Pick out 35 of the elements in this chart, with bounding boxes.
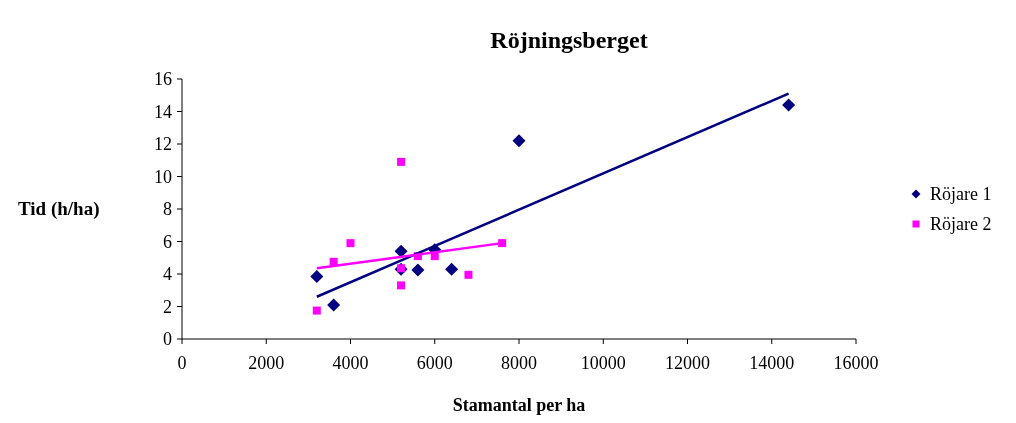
y-tick-label: 0 [163,329,172,350]
chart-title: Röjningsberget [490,27,648,53]
x-tick-label: 4000 [332,353,369,373]
x-tick-label: 14000 [749,353,795,373]
point [310,269,324,283]
point [464,270,473,279]
x-tick-label: 10000 [580,353,626,373]
legend-label: Röjare 1 [930,184,992,205]
x-tick-label: 12000 [665,353,710,373]
y-tick-label: 2 [163,296,172,317]
x-tick-label: 6000 [416,353,453,373]
x-tick-label: 16000 [833,353,879,373]
x-tick-label: 2000 [248,353,285,373]
y-tick-label: 6 [163,231,172,252]
point [782,98,796,112]
point [411,263,425,277]
point [312,306,321,315]
point [394,244,408,258]
point [445,262,459,276]
x-axis-title: Stamantal per ha [452,395,586,415]
x-tick-label: 8000 [501,353,537,373]
x-tick-label: 0 [177,353,187,373]
y-tick-label: 16 [154,69,172,90]
y-tick-label: 14 [154,101,172,122]
y-tick-label: 12 [154,134,172,155]
y-tick-label: 10 [154,166,172,187]
legend-label: Röjare 2 [930,214,992,235]
point [327,298,341,312]
y-axis-title: Tid (h/ha) [18,198,100,220]
y-tick-label: 4 [163,264,172,285]
point [346,239,355,248]
point [512,134,526,148]
point [397,157,406,166]
y-tick-label: 8 [163,199,172,220]
point [397,281,406,290]
